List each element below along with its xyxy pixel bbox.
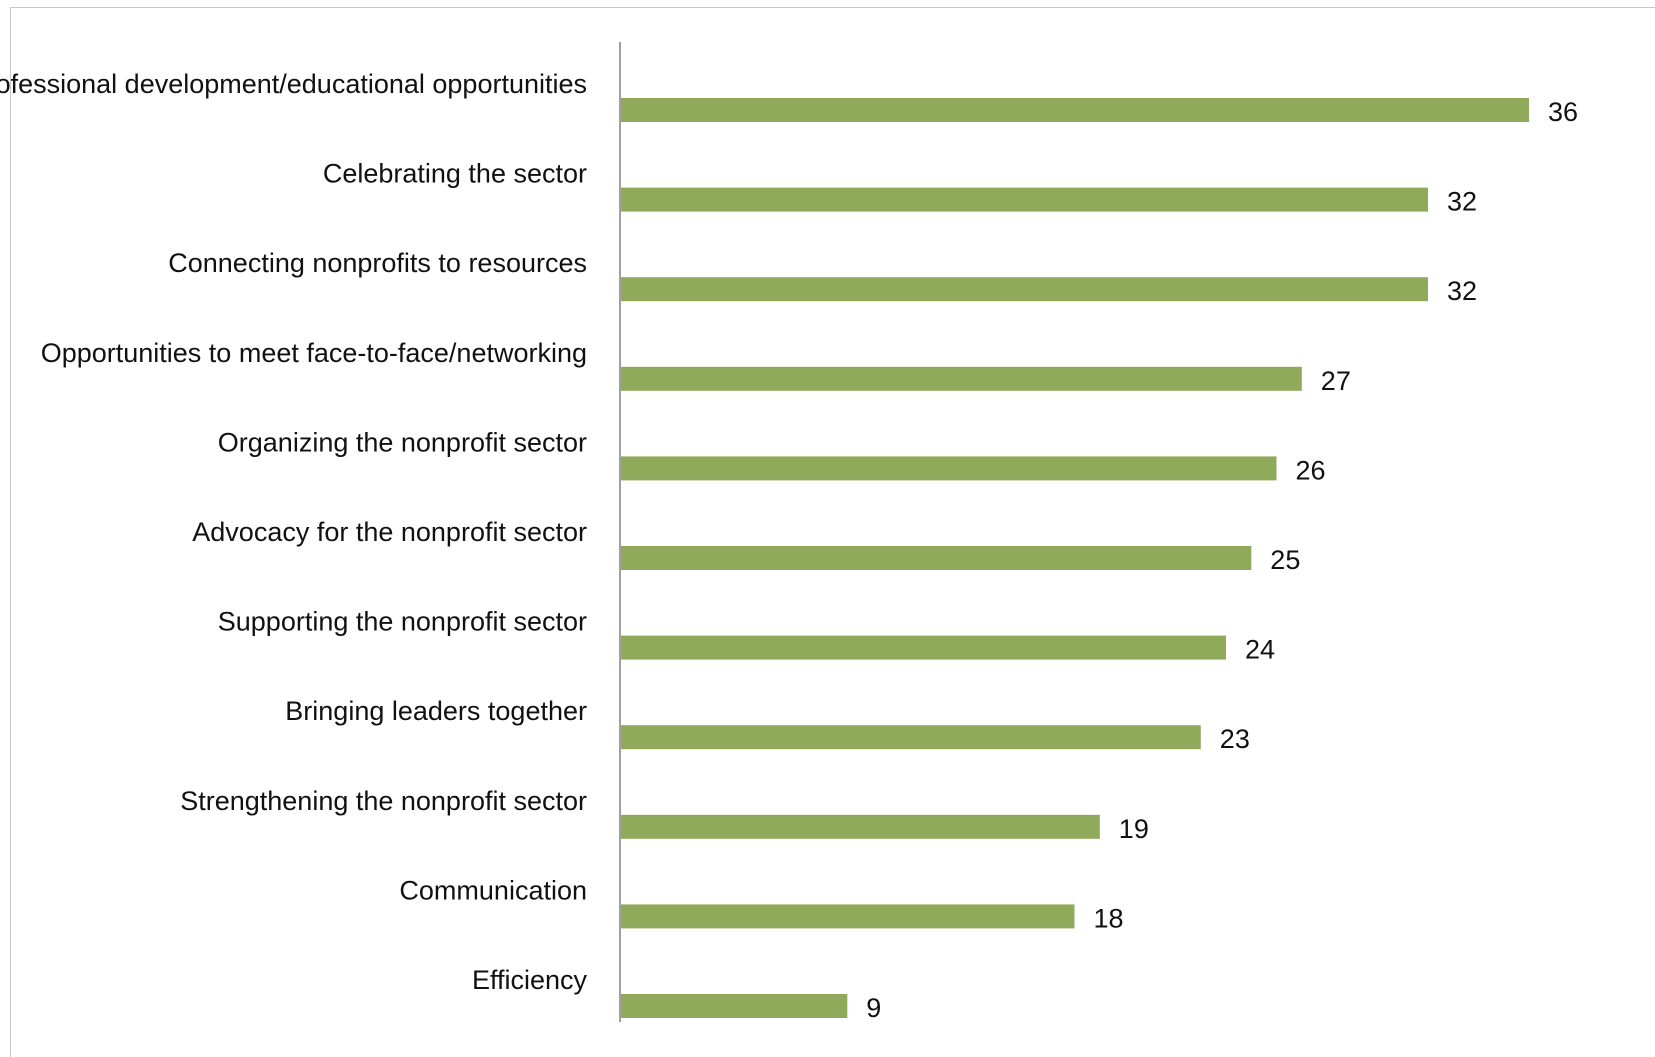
category-label: Communication [399, 875, 587, 905]
category-label: Opportunities to meet face-to-face/netwo… [41, 338, 587, 368]
bar-5 [620, 546, 1252, 570]
bar-2 [620, 277, 1428, 302]
value-label: 18 [1094, 903, 1124, 933]
value-label: 25 [1270, 545, 1300, 575]
value-label: 32 [1447, 276, 1477, 306]
chart-frame [10, 7, 1655, 1057]
value-label: 36 [1548, 97, 1578, 127]
bar-6 [620, 635, 1226, 660]
bar-3 [620, 366, 1302, 391]
value-label: 26 [1296, 455, 1326, 485]
category-label: Supporting the nonprofit sector [218, 607, 587, 637]
category-label: Strengthening the nonprofit sector [180, 786, 587, 816]
bar-7 [620, 725, 1201, 750]
value-label: 27 [1321, 366, 1351, 396]
category-label: Organizing the nonprofit sector [218, 427, 587, 457]
value-label: 9 [866, 993, 881, 1023]
bar-8 [620, 814, 1100, 839]
category-label: Celebrating the sector [323, 159, 587, 189]
category-label: Efficiency [472, 965, 588, 995]
category-labels: Professional development/educational opp… [0, 69, 587, 995]
value-label: 19 [1119, 814, 1149, 844]
bar-9 [620, 904, 1075, 929]
category-label: Advocacy for the nonprofit sector [192, 517, 587, 547]
category-label: Professional development/educational opp… [0, 69, 587, 99]
category-label: Connecting nonprofits to resources [168, 248, 587, 278]
bar-4 [620, 456, 1277, 481]
value-label: 24 [1245, 635, 1275, 665]
category-label: Bringing leaders together [285, 696, 587, 726]
value-label: 23 [1220, 724, 1250, 754]
bars-layer [620, 98, 1529, 1018]
value-labels: 36 32 32 27 26 25 24 23 19 18 9 [866, 97, 1578, 1023]
bar-10 [620, 994, 848, 1018]
value-label: 32 [1447, 187, 1477, 217]
bar-0 [620, 98, 1529, 122]
bar-1 [620, 187, 1428, 212]
